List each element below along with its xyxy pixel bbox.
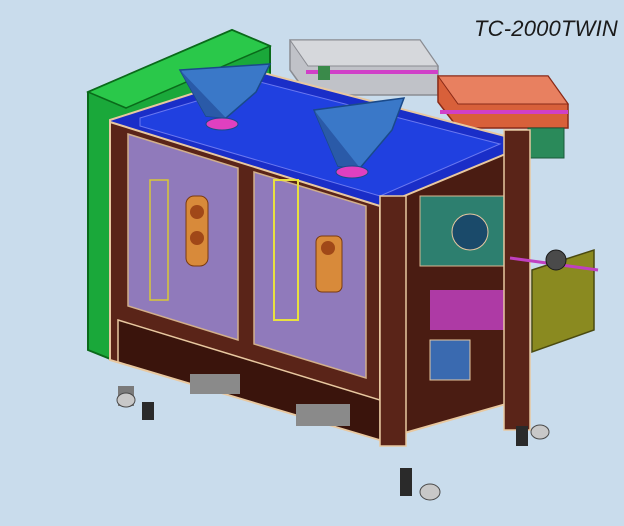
side-plate <box>509 248 599 354</box>
hopper-left <box>178 63 272 131</box>
hopper-right <box>312 97 406 179</box>
film-roll-housing-right <box>437 75 569 159</box>
model-title: TC-2000TWIN <box>474 16 618 41</box>
machine-frame <box>109 120 531 447</box>
film-roll-housing-left <box>289 39 439 96</box>
leveling-feet <box>116 374 550 501</box>
